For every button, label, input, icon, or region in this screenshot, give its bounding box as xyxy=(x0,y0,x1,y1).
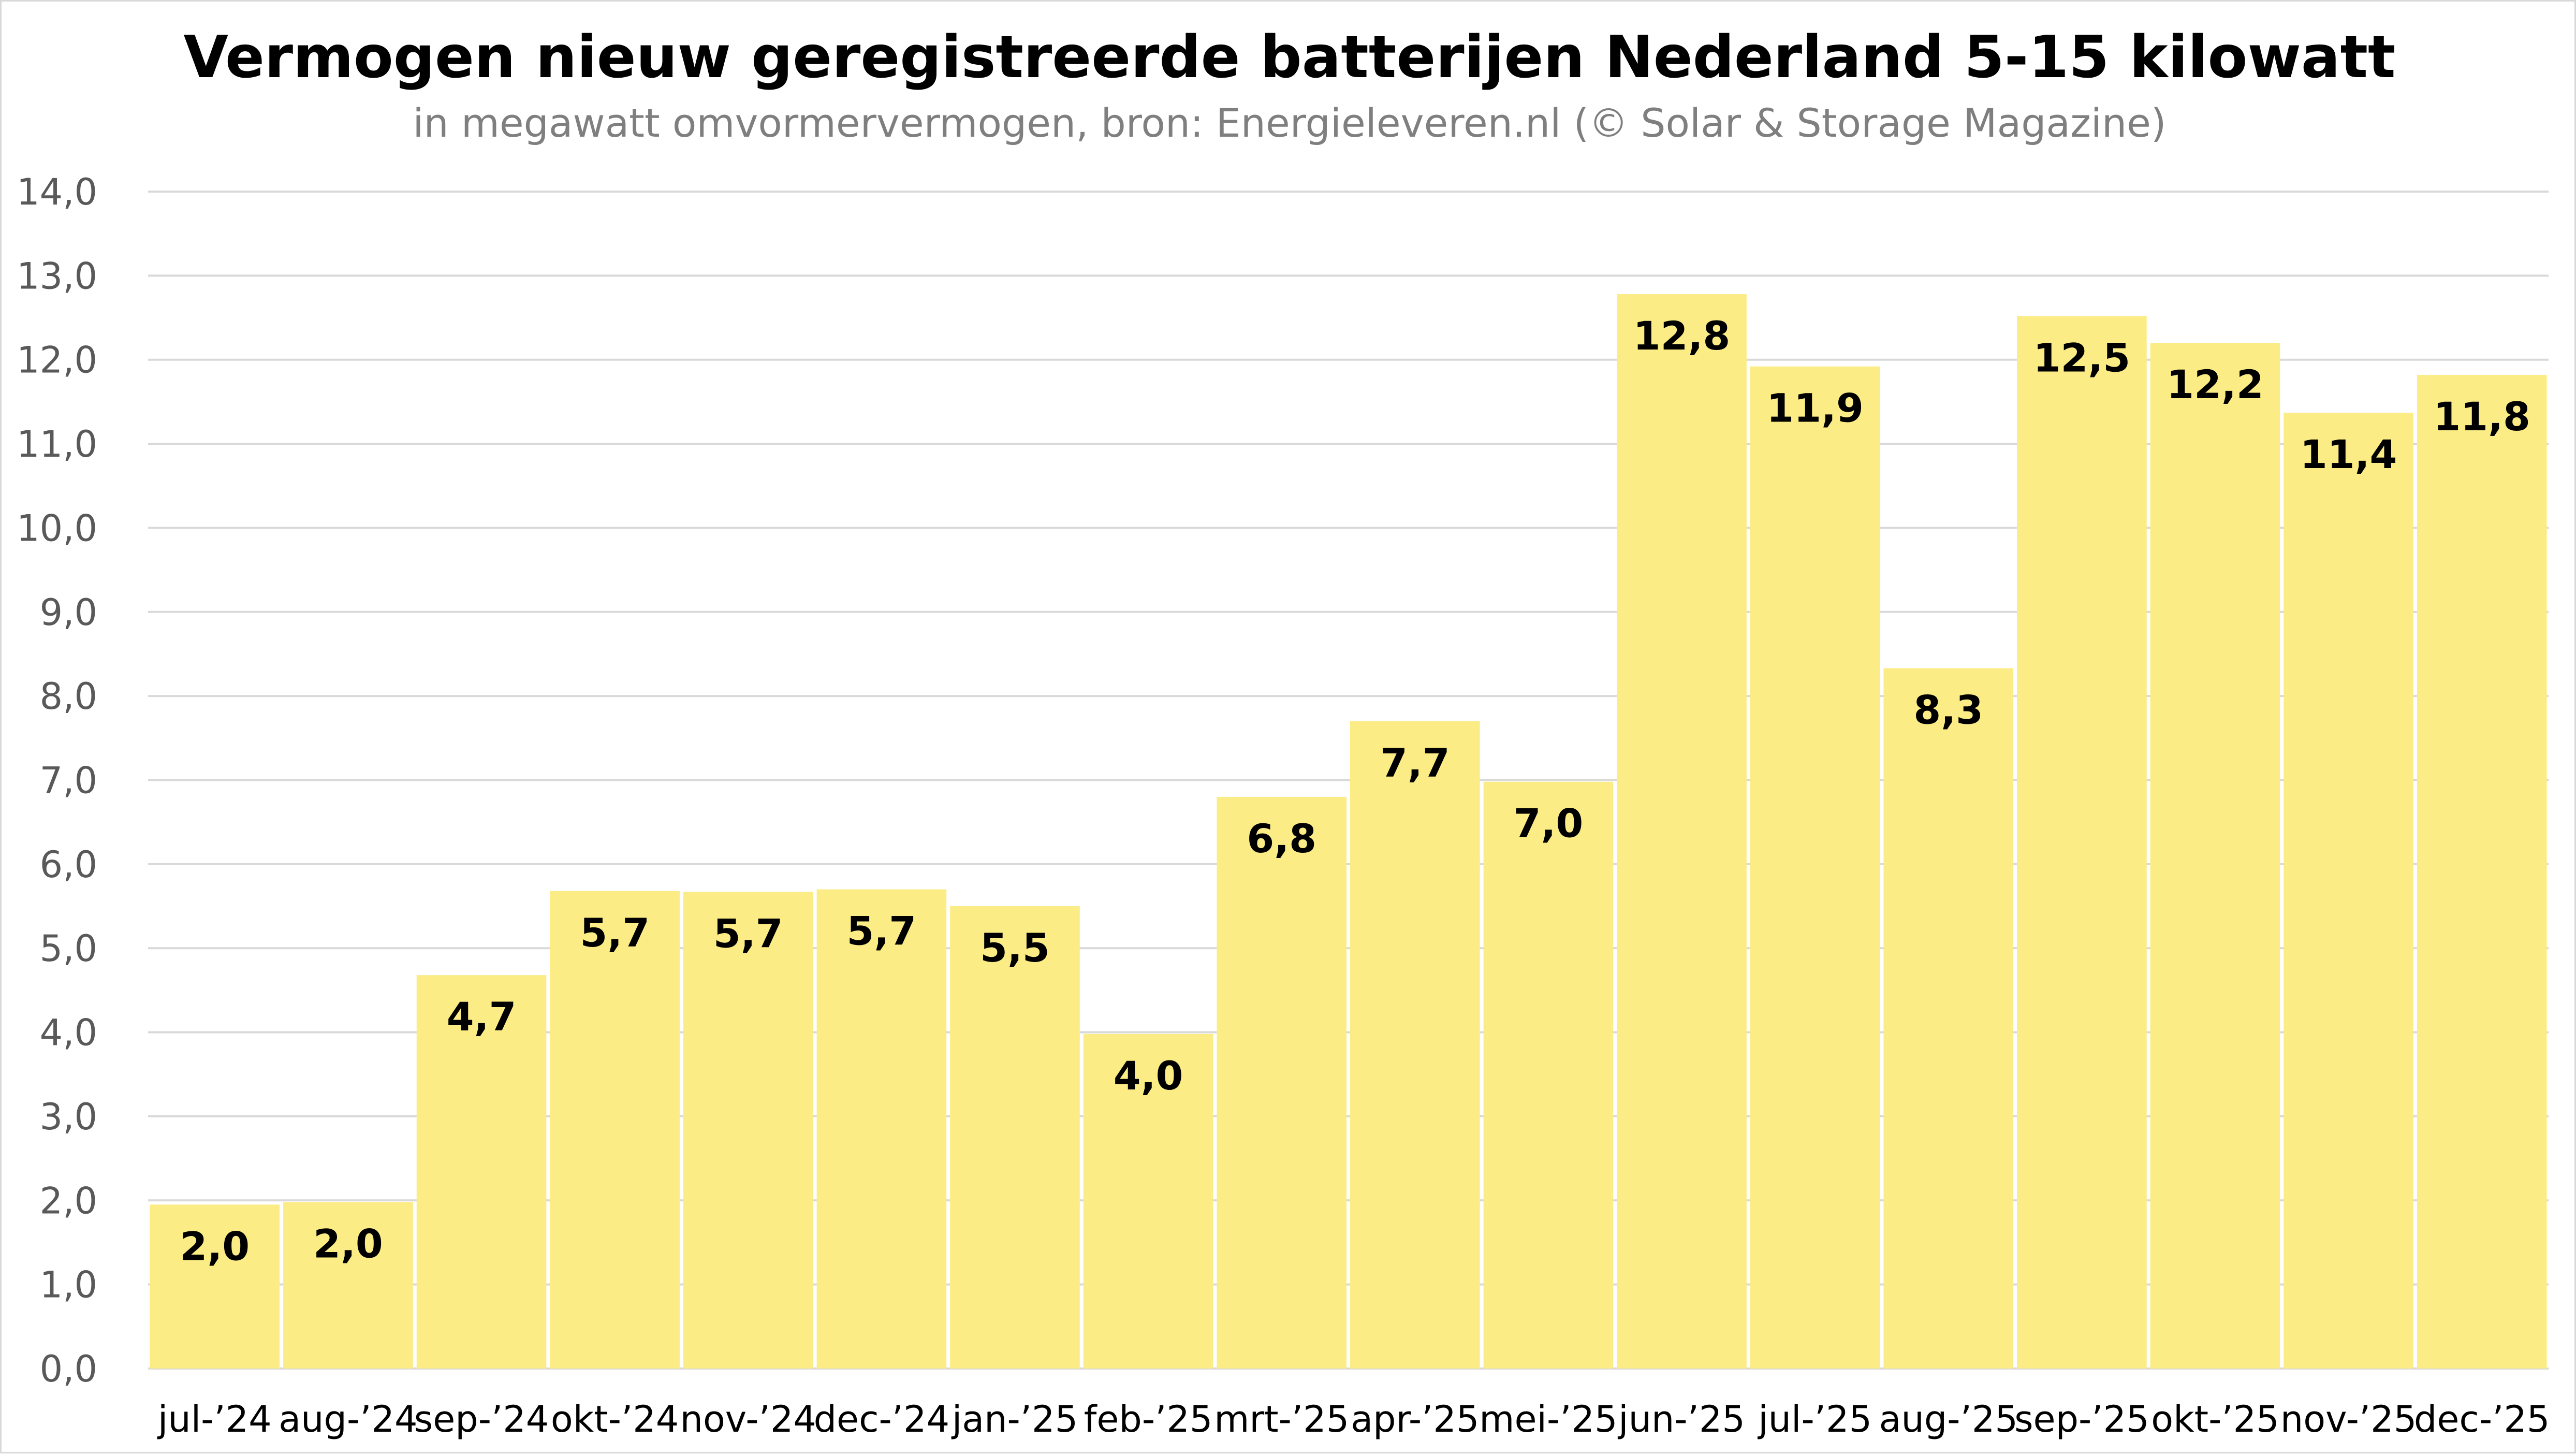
bar-data-label: 4,7 xyxy=(447,994,517,1040)
y-tick-label: 14,0 xyxy=(17,171,97,213)
bar-data-label: 5,7 xyxy=(713,910,783,956)
bar-data-label: 12,5 xyxy=(2033,334,2131,381)
bar xyxy=(550,891,680,1369)
x-tick-label: jan-’25 xyxy=(951,1398,1078,1441)
x-tick-label: aug-’25 xyxy=(1879,1398,2018,1441)
x-tick-label: dec-’25 xyxy=(2414,1398,2550,1441)
bar xyxy=(416,975,547,1369)
bar-data-label: 12,2 xyxy=(2167,361,2264,408)
bar-data-label: 2,0 xyxy=(180,1223,250,1269)
x-tick-label: sep-’25 xyxy=(2014,1398,2149,1441)
x-tick-label: nov-’24 xyxy=(680,1398,816,1441)
x-tick-label: mrt-’25 xyxy=(1214,1398,1349,1441)
y-tick-label: 11,0 xyxy=(17,423,97,465)
bar-data-label: 7,0 xyxy=(1514,801,1584,847)
y-tick-label: 4,0 xyxy=(40,1012,97,1054)
y-tick-label: 5,0 xyxy=(40,927,97,970)
y-tick-label: 8,0 xyxy=(40,675,97,718)
bar-data-label: 2,0 xyxy=(313,1221,383,1267)
bar xyxy=(2417,374,2547,1369)
x-tick-label: nov-’25 xyxy=(2280,1398,2417,1441)
x-tick-label: jun-’25 xyxy=(1617,1398,1745,1441)
y-tick-label: 1,0 xyxy=(40,1264,97,1306)
bar-data-label: 5,7 xyxy=(580,910,650,956)
y-tick-label: 10,0 xyxy=(17,507,97,549)
chart-title: Vermogen nieuw geregistreerde batterijen… xyxy=(183,24,2396,91)
bar xyxy=(1350,721,1480,1369)
y-tick-label: 12,0 xyxy=(17,339,97,382)
bar-data-label: 6,8 xyxy=(1247,816,1316,862)
bar xyxy=(283,1202,413,1369)
bar-data-label: 8,3 xyxy=(1913,687,1983,733)
bar xyxy=(1883,668,2014,1369)
y-tick-label: 0,0 xyxy=(40,1348,97,1390)
bar xyxy=(1617,294,1747,1369)
bar xyxy=(2150,343,2280,1369)
bar xyxy=(950,906,1080,1369)
bar xyxy=(683,892,813,1369)
y-tick-label: 2,0 xyxy=(40,1180,97,1222)
x-tick-label: sep-’24 xyxy=(414,1398,549,1441)
y-tick-label: 13,0 xyxy=(17,255,97,297)
bar-data-label: 5,5 xyxy=(980,925,1050,971)
bar xyxy=(816,889,947,1369)
x-tick-label: dec-’24 xyxy=(814,1398,950,1441)
bar xyxy=(1483,781,1614,1369)
bar-data-label: 11,8 xyxy=(2433,394,2530,440)
bar-data-label: 11,9 xyxy=(1766,385,1864,431)
bar xyxy=(1083,1034,1213,1369)
bar xyxy=(2284,412,2413,1369)
chart-subtitle: in megawatt omvormervermogen, bron: Ener… xyxy=(413,100,2167,146)
bar-data-label: 5,7 xyxy=(847,908,917,954)
x-tick-label: jul-’25 xyxy=(1757,1398,1872,1441)
x-tick-label: okt-’25 xyxy=(2151,1398,2279,1441)
x-tick-label: apr-’25 xyxy=(1351,1398,1479,1441)
bar xyxy=(150,1204,280,1369)
bar-data-label: 4,0 xyxy=(1114,1053,1183,1099)
bar xyxy=(2017,316,2147,1369)
x-tick-label: jul-’24 xyxy=(157,1398,272,1441)
y-tick-label: 7,0 xyxy=(40,760,97,802)
x-tick-label: mei-’25 xyxy=(1479,1398,1617,1441)
x-tick-label: aug-’24 xyxy=(279,1398,417,1441)
x-tick-label: feb-’25 xyxy=(1084,1398,1213,1441)
bar xyxy=(1217,796,1346,1369)
bar-data-label: 11,4 xyxy=(2300,431,2397,477)
x-tick-label: okt-’24 xyxy=(551,1398,679,1441)
y-tick-label: 9,0 xyxy=(40,591,97,634)
bar-data-label: 12,8 xyxy=(1633,313,1731,359)
bar xyxy=(1750,366,1880,1369)
bar-data-label: 7,7 xyxy=(1380,740,1450,786)
y-tick-label: 6,0 xyxy=(40,843,97,886)
y-tick-label: 3,0 xyxy=(40,1096,97,1138)
